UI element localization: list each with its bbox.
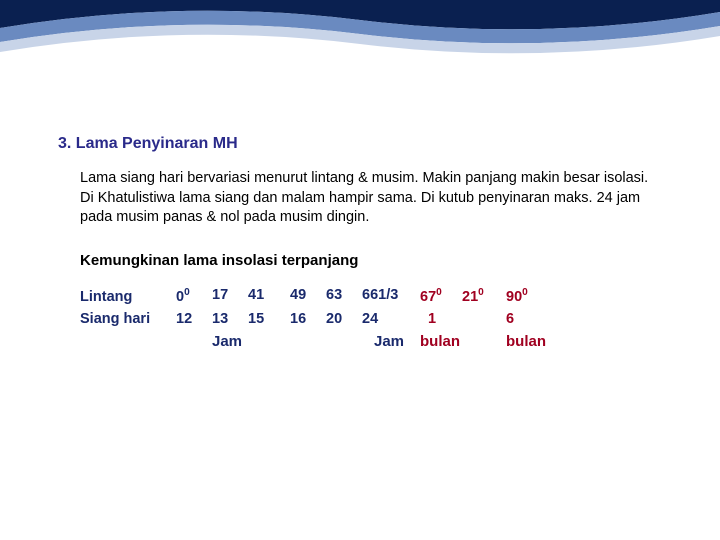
siang-cell: 1 (420, 311, 462, 327)
lintang-cell: 00 (176, 287, 212, 305)
unit-jam-1: Jam (212, 333, 248, 350)
unit-bulan-2: bulan (506, 333, 546, 350)
lintang-cell: 210 (462, 287, 506, 305)
lintang-cell: 17 (212, 287, 248, 305)
table-row-lintang: Lintang 0017414963661/3670210900 (80, 287, 662, 305)
section-heading: 3. Lama Penyinaran MH (58, 135, 662, 153)
body-paragraph: Lama siang hari bervariasi menurut linta… (80, 169, 662, 228)
siang-cell: 15 (248, 311, 290, 327)
siang-cell: 20 (326, 311, 362, 327)
lintang-cell: 41 (248, 287, 290, 305)
unit-jam-2: Jam (362, 333, 420, 350)
lintang-cell: 661/3 (362, 287, 420, 305)
lintang-cell: 670 (420, 287, 462, 305)
row-label-lintang: Lintang (80, 289, 176, 305)
table-row-siang: Siang hari 12131516202416 (80, 311, 662, 327)
siang-cell: 12 (176, 311, 212, 327)
siang-cell: 24 (362, 311, 420, 327)
unit-row: Jam Jam bulan bulan (80, 333, 662, 350)
data-table: Lintang 0017414963661/3670210900 Siang h… (80, 287, 662, 350)
siang-cell: 16 (290, 311, 326, 327)
lintang-cell: 900 (506, 287, 546, 305)
sub-heading: Kemungkinan lama insolasi terpanjang (80, 252, 662, 269)
lintang-cell: 63 (326, 287, 362, 305)
unit-bulan-1: bulan (420, 333, 474, 350)
decorative-wave-border (0, 0, 720, 80)
lintang-cell: 49 (290, 287, 326, 305)
siang-cell: 6 (506, 311, 546, 327)
row-label-siang: Siang hari (80, 311, 176, 327)
slide-content: 3. Lama Penyinaran MH Lama siang hari be… (58, 135, 662, 350)
siang-cell (462, 311, 506, 327)
siang-cell: 13 (212, 311, 248, 327)
